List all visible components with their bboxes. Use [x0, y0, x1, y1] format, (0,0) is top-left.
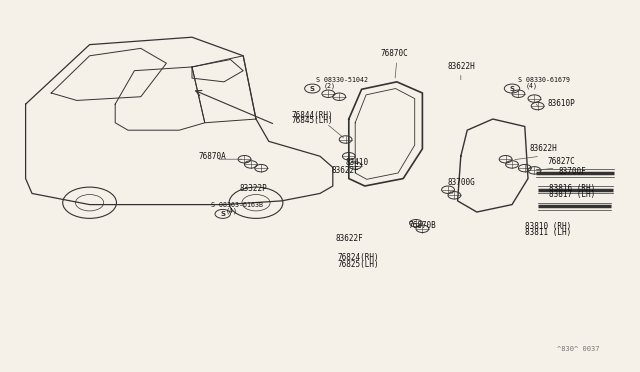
Text: S: S — [220, 211, 225, 217]
Text: 83811 (LH): 83811 (LH) — [525, 228, 571, 237]
Text: ^830^ 0037: ^830^ 0037 — [557, 346, 599, 352]
Text: 76827C: 76827C — [548, 157, 575, 166]
Text: S: S — [509, 86, 515, 92]
Text: 76844(RH): 76844(RH) — [291, 111, 333, 120]
Text: 76824(RH): 76824(RH) — [338, 253, 380, 262]
Text: 83700F: 83700F — [558, 167, 586, 176]
Text: 76870C: 76870C — [381, 49, 408, 58]
Text: (4): (4) — [526, 82, 538, 89]
Text: S: S — [310, 86, 315, 92]
Text: 83817 (LH): 83817 (LH) — [549, 190, 595, 199]
Text: S 08363-6163B: S 08363-6163B — [211, 202, 263, 208]
Text: 83622F: 83622F — [332, 166, 359, 175]
Text: 83322P: 83322P — [240, 185, 268, 193]
Text: 76870B: 76870B — [408, 221, 436, 230]
Text: 83610P: 83610P — [547, 99, 575, 108]
Text: (2): (2) — [324, 82, 336, 89]
Text: 83816 (RH): 83816 (RH) — [549, 185, 595, 193]
Text: 83410: 83410 — [346, 158, 369, 167]
Text: 76845(LH): 76845(LH) — [291, 116, 333, 125]
Text: 83810 (RH): 83810 (RH) — [525, 222, 571, 231]
Text: 76870A: 76870A — [198, 153, 226, 161]
Text: 83700G: 83700G — [448, 178, 476, 187]
Text: S 08330-51042: S 08330-51042 — [316, 77, 368, 83]
Text: 76825(LH): 76825(LH) — [338, 260, 380, 269]
Text: S 08330-61679: S 08330-61679 — [518, 77, 570, 83]
Text: 83622H: 83622H — [448, 62, 476, 71]
Text: 83622H: 83622H — [530, 144, 557, 153]
Text: 83622F: 83622F — [335, 234, 363, 243]
Text: (4): (4) — [225, 208, 237, 214]
